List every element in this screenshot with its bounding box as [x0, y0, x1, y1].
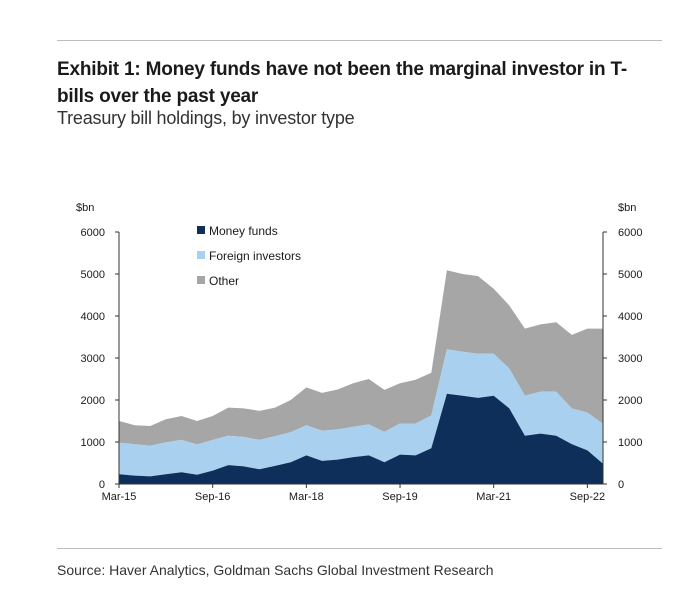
- left-y-tick-label: 5000: [81, 269, 105, 281]
- left-y-tick-label: 0: [99, 479, 105, 491]
- left-y-tick-label: 6000: [81, 227, 105, 239]
- right-y-tick-label: 6000: [618, 227, 642, 239]
- axes: 0 0 1000 1000 2000 2000 3000 3000 4000 4000 5000 50…: [81, 227, 643, 503]
- right-y-tick-label: 5000: [618, 269, 642, 281]
- legend-swatch-foreign-investors: [197, 251, 205, 259]
- right-y-tick-label: 1000: [618, 437, 642, 449]
- x-tick-label: Mar-15: [102, 491, 137, 503]
- left-y-unit: $bn: [76, 202, 94, 214]
- x-tick-label: Mar-18: [289, 491, 324, 503]
- source-note: Source: Haver Analytics, Goldman Sachs G…: [57, 562, 494, 578]
- left-y-tick-label: 1000: [81, 437, 105, 449]
- legend-label-foreign-investors: Foreign investors: [209, 249, 301, 263]
- x-tick-label: Sep-19: [382, 491, 417, 503]
- legend-swatch-money-funds: [197, 226, 205, 234]
- right-y-tick-label: 4000: [618, 311, 642, 323]
- bottom-rule: [57, 548, 662, 549]
- chart-subtitle: Treasury bill holdings, by investor type: [57, 108, 355, 128]
- left-y-tick-label: 4000: [81, 311, 105, 323]
- right-y-tick-label: 0: [618, 479, 624, 491]
- area-layers: [119, 270, 603, 484]
- legend-swatch-other: [197, 276, 205, 284]
- legend-label-money-funds: Money funds: [209, 224, 278, 238]
- x-tick-label: Sep-22: [570, 491, 605, 503]
- area-money-funds: [119, 393, 603, 484]
- area-other: [119, 270, 603, 446]
- x-tick-label: Mar-21: [476, 491, 511, 503]
- right-y-unit: $bn: [618, 202, 636, 214]
- x-tick-label: Sep-16: [195, 491, 230, 503]
- legend: Money funds Foreign investors Other: [197, 224, 301, 288]
- top-rule: [57, 40, 662, 41]
- legend-label-other: Other: [209, 274, 239, 288]
- area-foreign-investors: [119, 349, 603, 477]
- left-y-tick-label: 3000: [81, 353, 105, 365]
- left-y-tick-label: 2000: [81, 395, 105, 407]
- right-y-tick-label: 3000: [618, 353, 642, 365]
- right-y-tick-label: 2000: [618, 395, 642, 407]
- chart-title: Exhibit 1: Money funds have not been the…: [57, 59, 627, 107]
